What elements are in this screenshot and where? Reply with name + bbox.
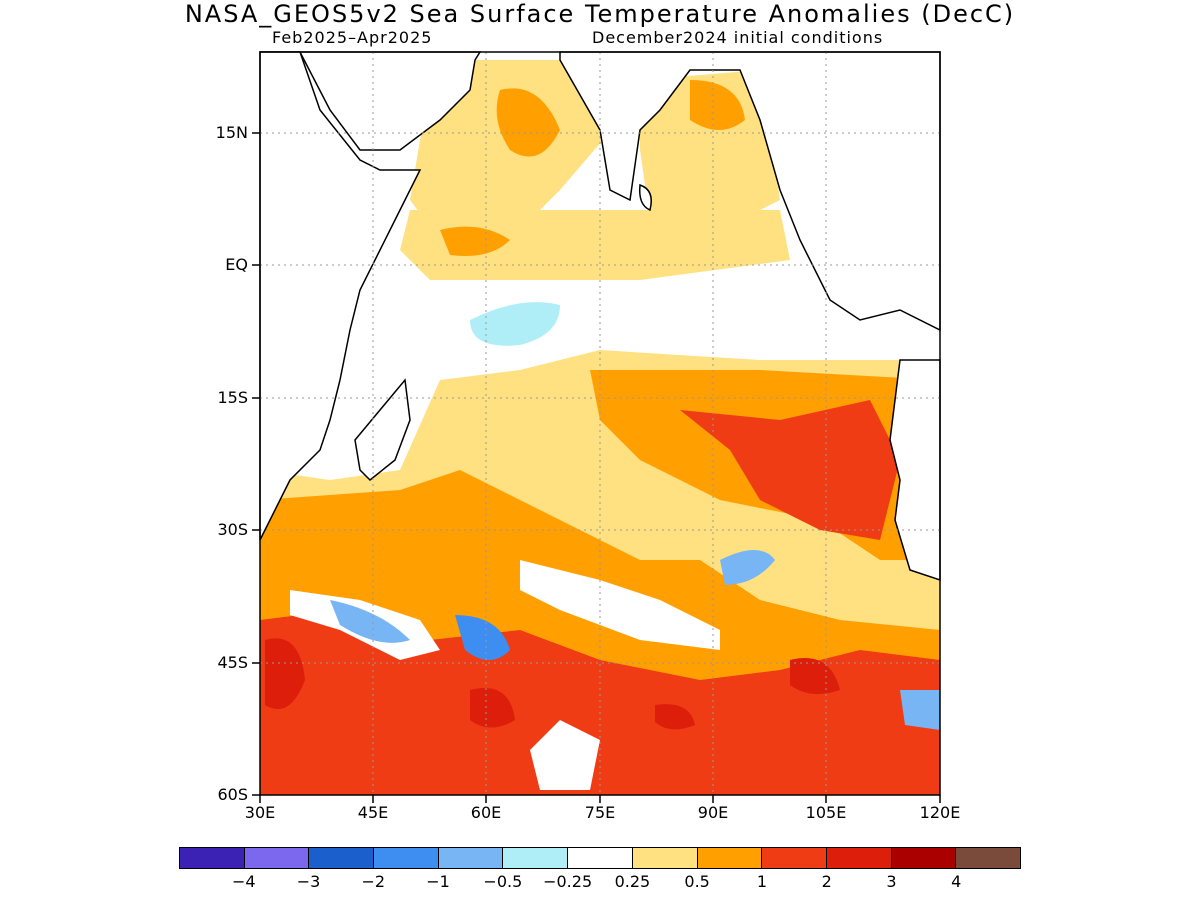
lat-label-45s: 45S — [217, 653, 248, 672]
bay-of-bengal-anomaly — [690, 80, 745, 130]
south-cool-patch — [455, 615, 510, 660]
arabian-sea-anomaly — [496, 88, 560, 157]
lat-label-15n: 15N — [215, 123, 248, 142]
bay-of-bengal-warm-zone — [640, 70, 780, 230]
colorbar-label: −4 — [231, 872, 256, 891]
colorbar-label: −0.5 — [483, 872, 523, 891]
southeast-cool-patch — [720, 550, 775, 585]
colorbar-swatch — [891, 848, 957, 868]
colorbar-label: 0.25 — [614, 872, 651, 891]
lon-label-105e: 105E — [805, 803, 847, 822]
lon-label-30e: 30E — [244, 803, 276, 822]
colorbar-swatch — [503, 848, 569, 868]
gridlines — [260, 52, 940, 795]
equatorial-warm-band — [400, 210, 790, 280]
colorbar — [179, 847, 1021, 869]
lon-label-60e: 60E — [470, 803, 502, 822]
colorbar-swatch — [438, 848, 504, 868]
equatorial-cool-patch — [470, 302, 560, 346]
sri-lanka — [638, 183, 652, 212]
colorbar-swatch — [762, 848, 827, 868]
colorbar-label: 3 — [886, 872, 897, 891]
southwest-cool-patch — [330, 600, 410, 643]
lon-label-45e: 45E — [357, 803, 389, 822]
lon-label-90e: 90E — [697, 803, 729, 822]
lat-label-60s: 60S — [217, 785, 248, 804]
south-central-strong-anomaly — [680, 400, 900, 540]
anomaly-field — [260, 52, 940, 795]
lon-label-120e: 120E — [919, 803, 961, 822]
map-title: NASA_GEOS5v2 Sea Surface Temperature Ano… — [184, 0, 1016, 28]
colorbar-swatch — [374, 848, 439, 868]
colorbar-swatch — [956, 848, 1020, 868]
colorbar-label: −1 — [426, 872, 450, 891]
colorbar-swatch — [697, 848, 763, 868]
forecast-period: Feb2025–Apr2025 — [272, 28, 433, 47]
lon-label-75e: 75E — [584, 803, 616, 822]
colorbar-swatch — [309, 848, 375, 868]
colorbar-swatch — [244, 848, 310, 868]
colorbar-label: 2 — [821, 872, 832, 891]
colorbar-swatch — [568, 848, 633, 868]
southern-ocean-strong-anomaly — [260, 610, 940, 795]
lat-label-15s: 15S — [217, 388, 248, 407]
equatorial-anomaly — [440, 226, 510, 256]
lat-label-eq: EQ — [225, 255, 248, 274]
colorbar-label: −3 — [296, 872, 321, 891]
colorbar-label: 4 — [951, 872, 962, 891]
lat-label-30s: 30S — [217, 520, 248, 539]
colorbar-label: −0.25 — [543, 872, 593, 891]
colorbar-label: 0.5 — [684, 872, 710, 891]
arabian-peninsula — [260, 51, 482, 151]
colorbar-swatch — [180, 848, 245, 868]
madagascar — [354, 378, 411, 482]
colorbar-swatch — [826, 848, 892, 868]
africa-coast — [259, 51, 422, 541]
landmass — [259, 51, 941, 582]
colorbar-label: −2 — [361, 872, 386, 891]
axis-ticks — [252, 132, 941, 803]
colorbar-label: 1 — [756, 872, 768, 891]
initial-conditions: December2024 initial conditions — [592, 28, 884, 47]
colorbar-swatch — [632, 848, 698, 868]
